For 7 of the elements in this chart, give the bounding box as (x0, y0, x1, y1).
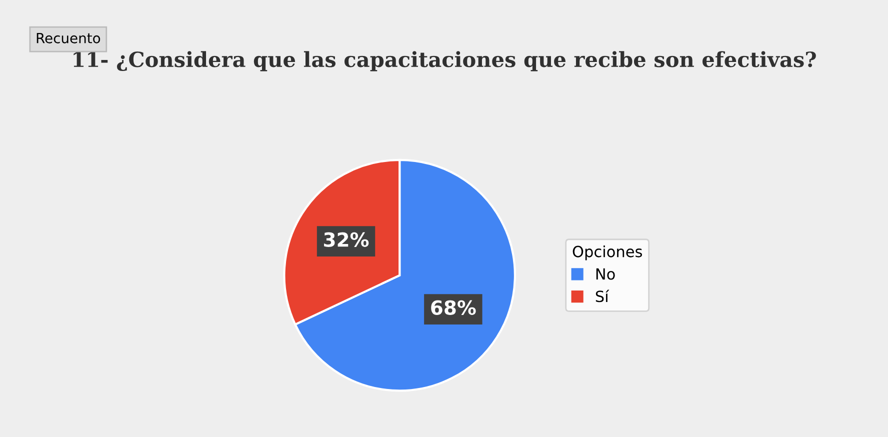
data-label: 32% (324, 232, 369, 247)
chart-title: 11- ¿Considera que las capacitaciones que recibe son efectivas? (74, 51, 816, 72)
data-label: 68% (431, 300, 476, 315)
legend-title: Opciones (572, 245, 642, 260)
text: Recuento (36, 33, 100, 44)
legend-label: No (596, 268, 615, 280)
legend-label: Sí (596, 290, 610, 302)
